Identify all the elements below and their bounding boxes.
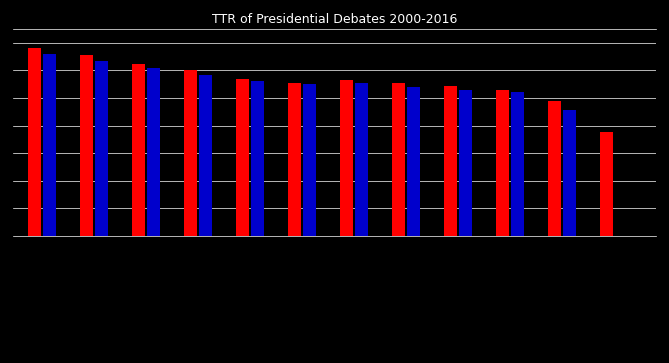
Bar <box>147 68 161 236</box>
Bar <box>288 83 300 236</box>
Bar <box>444 86 457 236</box>
Title: TTR of Presidential Debates 2000-2016: TTR of Presidential Debates 2000-2016 <box>212 13 457 26</box>
Bar <box>199 74 212 236</box>
Bar <box>355 83 369 236</box>
Bar <box>392 83 405 236</box>
Bar <box>303 84 316 236</box>
Bar <box>43 54 56 236</box>
Bar <box>548 101 561 236</box>
Bar <box>563 110 576 236</box>
Bar <box>511 93 524 236</box>
Bar <box>184 70 197 236</box>
Bar <box>599 132 613 236</box>
Bar <box>340 80 353 236</box>
Bar <box>252 81 264 236</box>
Bar <box>132 64 145 236</box>
Bar <box>27 48 41 236</box>
Bar <box>235 79 249 236</box>
Bar <box>407 87 420 236</box>
Bar <box>496 90 508 236</box>
Bar <box>80 55 93 236</box>
Bar <box>460 90 472 236</box>
Bar <box>95 61 108 236</box>
